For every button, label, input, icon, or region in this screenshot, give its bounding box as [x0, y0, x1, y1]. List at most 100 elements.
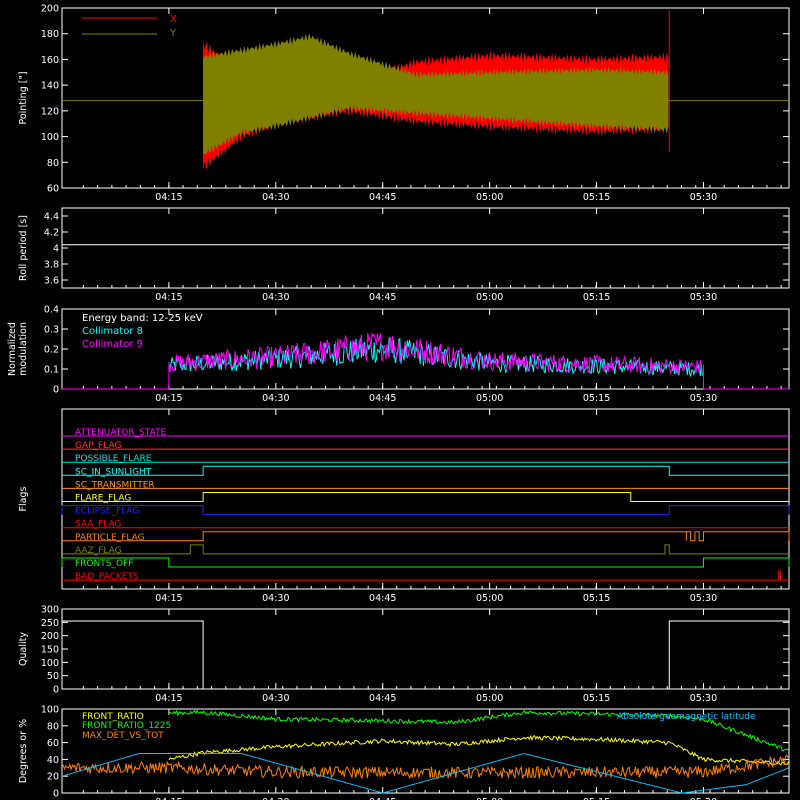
flag-label-7: SAA_FLAG — [75, 520, 121, 530]
y-tick-label-4-1: 50 — [47, 671, 59, 682]
x-tick-label-4-5: 05:30 — [690, 693, 717, 704]
y-axis-label-3: Flags — [18, 486, 29, 511]
x-tick-label-3-3: 05:00 — [476, 593, 503, 604]
y-tick-label-0-7: 200 — [41, 4, 59, 15]
x-tick-label-0-4: 05:15 — [583, 192, 610, 203]
y-tick-label-1-2: 4 — [53, 244, 59, 255]
ratio-series-2 — [61, 754, 789, 780]
x-tick-label-0-5: 05:30 — [690, 192, 717, 203]
x-tick-label-5-4: 05:15 — [583, 797, 610, 800]
x-tick-label-5-1: 04:30 — [262, 797, 289, 800]
y-tick-label-4-0: 0 — [53, 685, 59, 696]
flag-label-0: ATTENUATOR_STATE — [75, 428, 167, 438]
x-tick-label-2-2: 04:45 — [369, 393, 396, 404]
modulation-energy-band: Energy band: 12-25 keV — [82, 313, 203, 324]
x-tick-label-5-2: 04:45 — [369, 797, 396, 800]
legend-collimator-8: Collimator 8 — [82, 326, 143, 337]
y-tick-label-4-2: 100 — [41, 658, 59, 669]
flag-label-9: AAZ_FLAG — [75, 546, 122, 556]
y-tick-label-4-5: 250 — [41, 618, 59, 629]
y-tick-label-4-6: 300 — [41, 605, 59, 616]
y-axis-label-5: Degrees or % — [18, 719, 29, 783]
x-tick-label-5-5: 05:30 — [690, 797, 717, 800]
x-tick-label-3-0: 04:15 — [155, 593, 182, 604]
y-axis-label-4: Quality — [18, 632, 29, 666]
ratio-series-3 — [61, 752, 789, 794]
x-tick-label-2-1: 04:30 — [262, 393, 289, 404]
x-tick-label-0-0: 04:15 — [155, 192, 182, 203]
flag-label-6: ECLIPSE_FLAG — [75, 507, 139, 517]
legend-geomagnetic-latitude: Absolute geomagnetic latitude — [617, 712, 756, 722]
x-tick-label-3-4: 05:15 — [583, 593, 610, 604]
y-tick-label-2-3: 0.3 — [44, 325, 59, 336]
x-tick-label-1-0: 04:15 — [155, 292, 182, 303]
x-tick-label-1-5: 05:30 — [690, 292, 717, 303]
y-tick-label-5-4: 80 — [47, 721, 59, 732]
y-tick-label-2-2: 0.2 — [44, 345, 59, 356]
x-tick-label-3-2: 04:45 — [369, 593, 396, 604]
y-tick-label-1-3: 4.2 — [44, 228, 59, 239]
flag-label-11: BAD_PACKETS — [75, 572, 139, 582]
legend-collimator-9: Collimator 9 — [82, 339, 143, 350]
ratio-series-1 — [168, 709, 789, 751]
flag-line-9 — [62, 544, 789, 555]
flag-line-3 — [62, 465, 789, 476]
flag-label-8: PARTICLE_FLAG — [75, 533, 145, 543]
y-axis-label-0: Pointing ["] — [18, 71, 29, 124]
y-tick-label-5-1: 20 — [47, 772, 59, 783]
y-tick-label-5-5: 100 — [41, 705, 59, 716]
y-tick-label-5-0: 0 — [53, 789, 59, 800]
legend-x-label: X — [170, 14, 177, 25]
y-tick-label-0-5: 160 — [41, 55, 59, 66]
x-tick-label-4-4: 05:15 — [583, 693, 610, 704]
y-tick-label-0-1: 80 — [47, 158, 59, 169]
x-tick-label-5-3: 05:00 — [476, 797, 503, 800]
panels: 04:15 04:30 04:45 05:00 05:15 05:30 60 80 100 120… — [7, 4, 790, 800]
y-axis-label-2: modulation — [18, 322, 29, 376]
x-tick-label-2-3: 05:00 — [476, 393, 503, 404]
x-tick-label-0-3: 05:00 — [476, 192, 503, 203]
y-tick-label-4-3: 150 — [41, 645, 59, 656]
flag-label-4: SC_TRANSMITTER — [75, 480, 155, 490]
x-tick-label-0-2: 04:45 — [369, 192, 396, 203]
x-tick-label-3-1: 04:30 — [262, 593, 289, 604]
y-tick-label-0-2: 100 — [41, 132, 59, 143]
y-tick-label-2-4: 0.4 — [44, 305, 59, 316]
series-y-band — [203, 32, 669, 154]
legend-max-det: MAX_DET_VS_TOT — [82, 731, 164, 741]
quality-line — [62, 620, 789, 690]
x-tick-label-2-5: 05:30 — [690, 393, 717, 404]
y-axis-label-1: Roll period [s] — [18, 215, 29, 281]
x-tick-label-4-0: 04:15 — [155, 693, 182, 704]
y-tick-label-2-0: 0 — [53, 385, 59, 396]
y-tick-label-4-4: 200 — [41, 631, 59, 642]
x-tick-label-1-1: 04:30 — [262, 292, 289, 303]
y-tick-label-0-3: 120 — [41, 106, 59, 117]
flag-label-1: GAP_FLAG — [75, 441, 121, 451]
x-tick-label-1-4: 05:15 — [583, 292, 610, 303]
y-tick-label-0-4: 140 — [41, 81, 59, 92]
y-tick-label-1-1: 3.8 — [44, 260, 59, 271]
x-tick-label-2-0: 04:15 — [155, 393, 182, 404]
y-tick-label-2-1: 0.1 — [44, 365, 59, 376]
x-tick-label-0-1: 04:30 — [262, 192, 289, 203]
x-tick-label-4-1: 04:30 — [262, 693, 289, 704]
flag-label-10: FRONTS_OFF — [75, 559, 133, 569]
flag-line-8 — [62, 531, 790, 542]
panel-1-frame — [61, 207, 790, 289]
flag-label-3: SC_IN_SUNLIGHT — [75, 467, 152, 477]
flag-line-6 — [61, 505, 790, 516]
legend-front-ratio-1225: FRONT_RATIO_1225 — [82, 721, 171, 731]
y-axis-label-2: Normalized — [7, 322, 18, 376]
flag-line-10 — [61, 557, 790, 568]
legend-y-label: Y — [169, 28, 177, 39]
flag-label-5: FLARE_FLAG — [75, 494, 131, 504]
flag-line-11 — [62, 570, 789, 581]
x-tick-label-2-4: 05:15 — [583, 393, 610, 404]
x-tick-label-4-3: 05:00 — [476, 693, 503, 704]
x-tick-label-1-3: 05:00 — [476, 292, 503, 303]
legend-front-ratio: FRONT_RATIO — [82, 712, 144, 722]
modulation-series-1 — [168, 332, 703, 376]
y-tick-label-1-0: 3.6 — [44, 276, 59, 287]
